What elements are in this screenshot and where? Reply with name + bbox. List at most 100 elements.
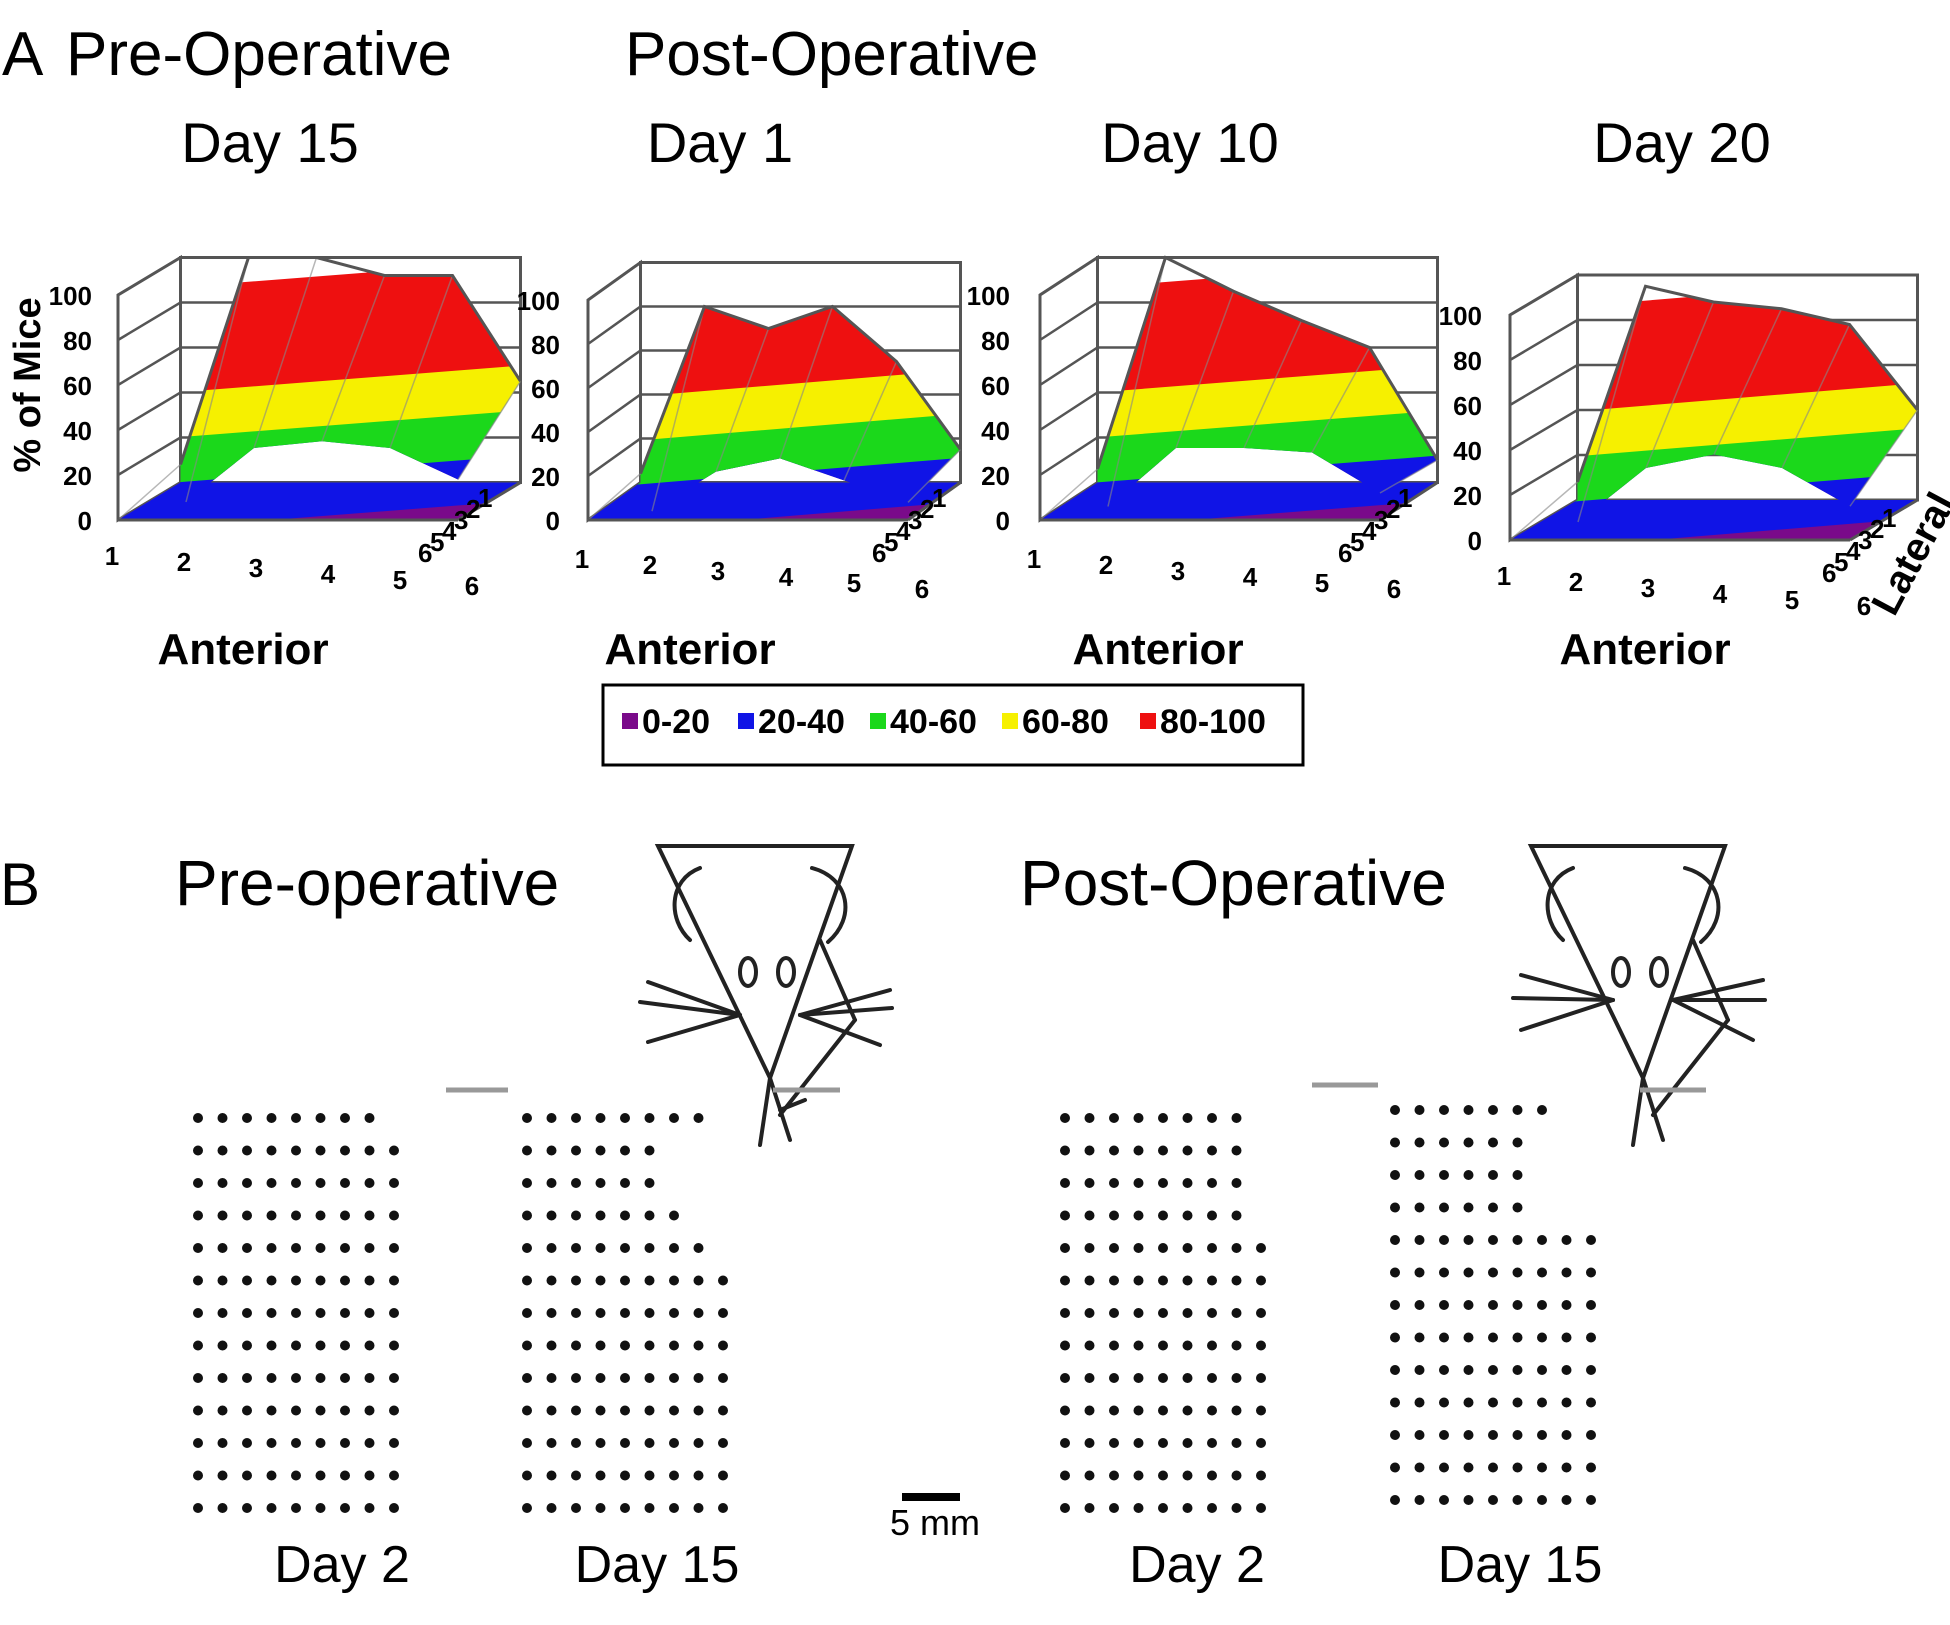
footprint-dot bbox=[193, 1503, 203, 1513]
footprint-dot bbox=[340, 1243, 350, 1253]
footprint-dot bbox=[1537, 1300, 1547, 1310]
footprint-dot bbox=[620, 1438, 630, 1448]
footprint-dot bbox=[669, 1503, 679, 1513]
footprint-dot bbox=[693, 1113, 704, 1123]
footprint-dot bbox=[1060, 1405, 1070, 1416]
footprint-dot bbox=[1512, 1137, 1523, 1148]
footprint-dot bbox=[1512, 1365, 1523, 1375]
grid-label-pre-day2: Day 2 bbox=[274, 1536, 410, 1594]
footprint-dot bbox=[522, 1405, 532, 1416]
post-operative-heading: Post-Operative bbox=[625, 20, 1039, 89]
footprint-dot bbox=[1512, 1495, 1523, 1505]
footprint-dot bbox=[1158, 1210, 1168, 1221]
footprint-dot bbox=[1537, 1365, 1547, 1375]
footprint-dot bbox=[669, 1438, 679, 1448]
footprint-dot bbox=[1207, 1145, 1217, 1156]
footprint-dot bbox=[644, 1145, 655, 1156]
footprint-dot bbox=[1488, 1105, 1498, 1115]
footprint-dot bbox=[1414, 1462, 1425, 1473]
footprint-dot bbox=[1084, 1243, 1095, 1253]
footprint-dot bbox=[718, 1275, 728, 1286]
footprint-dot bbox=[1060, 1503, 1070, 1513]
footprint-dot bbox=[1256, 1243, 1266, 1253]
footprint-dot bbox=[193, 1340, 203, 1351]
footprint-dot bbox=[1133, 1373, 1144, 1383]
footprint-dot bbox=[571, 1210, 581, 1221]
footprint-dot bbox=[546, 1373, 557, 1383]
footprint-dot bbox=[1207, 1178, 1217, 1188]
footprint-dot bbox=[315, 1113, 326, 1123]
footprint-dot bbox=[1463, 1137, 1474, 1148]
mesh-line bbox=[185, 257, 250, 503]
legend-swatch bbox=[622, 713, 638, 729]
footprint-dot bbox=[1390, 1332, 1400, 1343]
footprint-dot bbox=[1512, 1267, 1523, 1278]
footprint-dot bbox=[1158, 1308, 1168, 1318]
footprint-dot bbox=[193, 1275, 203, 1286]
footprint-dot bbox=[1390, 1365, 1400, 1375]
footprint-dot bbox=[266, 1373, 277, 1383]
footprint-dot bbox=[669, 1210, 679, 1221]
footprint-dot bbox=[595, 1373, 606, 1383]
footprint-dot bbox=[522, 1503, 532, 1513]
footprint-dot bbox=[718, 1308, 728, 1318]
footprint-dot bbox=[1207, 1243, 1217, 1253]
footprint-dot bbox=[1537, 1495, 1547, 1505]
footprint-dot bbox=[1207, 1405, 1217, 1416]
footprint-dot bbox=[620, 1145, 630, 1156]
footprint-dot bbox=[1182, 1405, 1193, 1416]
footprint-dot bbox=[595, 1503, 606, 1513]
x-tick-label: 5 bbox=[393, 565, 407, 595]
footprint-dot bbox=[1537, 1267, 1547, 1278]
footprint-dot bbox=[1488, 1235, 1498, 1245]
footprint-dot bbox=[1390, 1300, 1400, 1310]
footprint-dot bbox=[1231, 1275, 1242, 1286]
footprint-dot bbox=[1133, 1243, 1144, 1253]
footprint-dot bbox=[1512, 1235, 1523, 1245]
footprint-dot bbox=[217, 1503, 228, 1513]
footprint-dot bbox=[620, 1340, 630, 1351]
footprint-dot bbox=[1586, 1495, 1596, 1505]
footprint-dot bbox=[1390, 1170, 1400, 1180]
x-tick-label: 4 bbox=[1713, 579, 1728, 609]
footprint-dot bbox=[1182, 1308, 1193, 1318]
footprint-dot bbox=[1256, 1340, 1266, 1351]
footprint-dot bbox=[1231, 1178, 1242, 1188]
z-tick-label: 2 bbox=[466, 494, 480, 524]
footprint-dot bbox=[242, 1178, 252, 1188]
x-tick-label: 4 bbox=[779, 562, 794, 592]
footprint-dot bbox=[644, 1113, 655, 1123]
y-tick-label: 40 bbox=[1453, 436, 1482, 466]
footprint-dot bbox=[595, 1470, 606, 1481]
footprint-dot bbox=[1488, 1397, 1498, 1408]
footprint-dot bbox=[1158, 1340, 1168, 1351]
footprint-dot bbox=[693, 1243, 704, 1253]
footprint-dot bbox=[266, 1243, 277, 1253]
x-tick-label: 3 bbox=[1641, 573, 1655, 603]
x-tick-label: 4 bbox=[321, 559, 336, 589]
footprint-dot bbox=[595, 1405, 606, 1416]
y-tick-label: 60 bbox=[1453, 391, 1482, 421]
x-tick-label: 6 bbox=[1857, 591, 1871, 621]
footprint-dot bbox=[620, 1243, 630, 1253]
footprint-dot bbox=[693, 1340, 704, 1351]
footprint-dot bbox=[1414, 1267, 1425, 1278]
footprint-dot bbox=[522, 1340, 532, 1351]
footprint-dot bbox=[522, 1438, 532, 1448]
footprint-dot bbox=[315, 1178, 326, 1188]
footprint-dot bbox=[1109, 1275, 1119, 1286]
footprint-dot bbox=[546, 1275, 557, 1286]
footprint-dot bbox=[1133, 1145, 1144, 1156]
z-tick-label: 4 bbox=[896, 516, 911, 546]
footprint-dot bbox=[1439, 1137, 1449, 1148]
footprint-grid-pre-day2 bbox=[193, 1113, 399, 1513]
x-tick-label: 2 bbox=[643, 550, 657, 580]
footprint-dot bbox=[242, 1308, 252, 1318]
footprint-dot bbox=[315, 1243, 326, 1253]
footprint-dot bbox=[644, 1178, 655, 1188]
legend-label: 20-40 bbox=[758, 703, 845, 741]
legend-box bbox=[601, 683, 1305, 767]
footprint-dot bbox=[1488, 1202, 1498, 1213]
